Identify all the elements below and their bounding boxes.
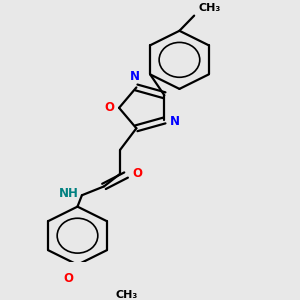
Text: N: N xyxy=(170,115,180,128)
Text: O: O xyxy=(105,101,115,114)
Text: CH₃: CH₃ xyxy=(116,290,138,300)
Text: O: O xyxy=(63,272,73,285)
Text: NH: NH xyxy=(59,188,79,200)
Text: CH₃: CH₃ xyxy=(199,3,221,13)
Text: O: O xyxy=(132,167,142,180)
Text: N: N xyxy=(130,70,140,83)
